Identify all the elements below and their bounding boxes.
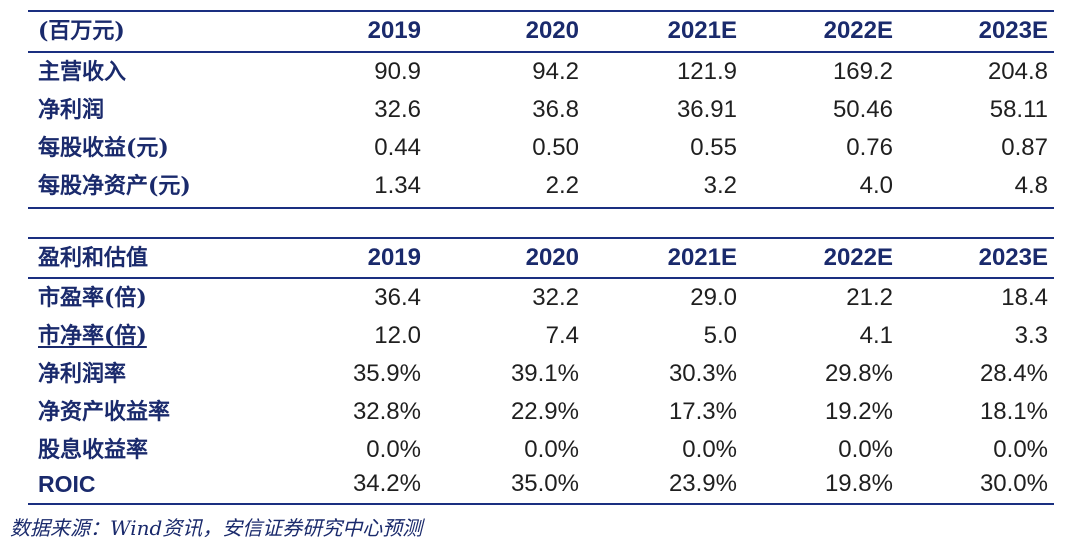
table-cell: 58.11 bbox=[989, 96, 1048, 123]
table-cell: 0.0% bbox=[838, 436, 893, 463]
row-label: 净利润率 bbox=[38, 361, 127, 387]
header-rule bbox=[28, 277, 1054, 279]
table-cell: 0.0% bbox=[366, 436, 421, 463]
table-cell: 30.3% bbox=[668, 360, 737, 387]
table-row: 净利润率 35.9% 39.1% 30.3% 29.8% 28.4% bbox=[28, 355, 1054, 393]
table-cell: 0.55 bbox=[690, 134, 737, 161]
table-cell: 35.0% bbox=[510, 470, 579, 497]
table-cell: 23.9% bbox=[668, 470, 737, 497]
year-header-2021e: 2021E bbox=[667, 244, 737, 271]
table-cell: 22.9% bbox=[510, 398, 579, 425]
table-row: ROIC 34.2% 35.0% 23.9% 19.8% 30.0% bbox=[28, 465, 1054, 503]
table-cell: 4.8 bbox=[1014, 172, 1048, 199]
valuation-header-label: 盈利和估值 bbox=[38, 245, 149, 271]
row-label: 股息收益率 bbox=[38, 437, 149, 463]
table-row: 市盈率(倍) 36.4 32.2 29.0 21.2 18.4 bbox=[28, 279, 1054, 317]
row-label: 市盈率(倍) bbox=[38, 285, 147, 311]
header-rule bbox=[28, 51, 1054, 53]
table-cell: 0.0% bbox=[524, 436, 579, 463]
table-row: 每股净资产(元) 1.34 2.2 3.2 4.0 4.8 bbox=[28, 167, 1054, 205]
table-cell: 35.9% bbox=[352, 360, 421, 387]
row-label: 净资产收益率 bbox=[38, 399, 171, 425]
valuation-header-row: 盈利和估值 2019 2020 2021E 2022E 2023E bbox=[28, 239, 1054, 277]
table-row: 净资产收益率 32.8% 22.9% 17.3% 19.2% 18.1% bbox=[28, 393, 1054, 431]
table-cell: 0.44 bbox=[374, 134, 421, 161]
table-cell: 0.0% bbox=[682, 436, 737, 463]
table-row: 净利润 32.6 36.8 36.91 50.46 58.11 bbox=[28, 91, 1054, 129]
table-cell: 0.50 bbox=[532, 134, 579, 161]
table-row: 股息收益率 0.0% 0.0% 0.0% 0.0% 0.0% bbox=[28, 431, 1054, 469]
year-header-2020: 2020 bbox=[525, 17, 579, 44]
table-cell: 1.34 bbox=[374, 172, 421, 199]
table-cell: 29.8% bbox=[824, 360, 893, 387]
year-header-2023e: 2023E bbox=[978, 244, 1048, 271]
table-cell: 0.87 bbox=[1001, 134, 1048, 161]
table-cell: 39.1% bbox=[510, 360, 579, 387]
year-header-2020: 2020 bbox=[525, 244, 579, 271]
table-cell: 36.91 bbox=[676, 96, 737, 123]
table-cell: 32.6 bbox=[374, 96, 421, 123]
table-cell: 4.1 bbox=[859, 322, 893, 349]
table-cell: 90.9 bbox=[374, 58, 421, 85]
table-cell: 121.9 bbox=[676, 58, 737, 85]
financial-header-row: (百万元) 2019 2020 2021E 2022E 2023E bbox=[28, 12, 1054, 50]
table-cell: 5.0 bbox=[703, 322, 737, 349]
year-header-2021e: 2021E bbox=[667, 17, 737, 44]
table-cell: 7.4 bbox=[545, 322, 579, 349]
table-cell: 94.2 bbox=[532, 58, 579, 85]
table-cell: 12.0 bbox=[374, 322, 421, 349]
table-cell: 4.0 bbox=[859, 172, 893, 199]
table-row: 每股收益(元) 0.44 0.50 0.55 0.76 0.87 bbox=[28, 129, 1054, 167]
table-cell: 3.2 bbox=[703, 172, 737, 199]
table-cell: 18.1% bbox=[979, 398, 1048, 425]
table-cell: 19.8% bbox=[824, 470, 893, 497]
row-label: 每股收益(元) bbox=[38, 135, 169, 161]
source-footnote: 数据来源：Wind资讯，安信证券研究中心预测 bbox=[10, 516, 423, 540]
year-header-2019: 2019 bbox=[367, 244, 421, 271]
row-label: 每股净资产(元) bbox=[38, 173, 191, 199]
table-cell: 21.2 bbox=[846, 284, 893, 311]
table-cell: 28.4% bbox=[979, 360, 1048, 387]
table-cell: 30.0% bbox=[979, 470, 1048, 497]
table-cell: 32.2 bbox=[532, 284, 579, 311]
row-label: 净利润 bbox=[38, 97, 105, 123]
table-cell: 17.3% bbox=[668, 398, 737, 425]
year-header-2019: 2019 bbox=[367, 17, 421, 44]
table-cell: 2.2 bbox=[545, 172, 579, 199]
table-cell: 19.2% bbox=[824, 398, 893, 425]
row-label: 市净率(倍) bbox=[38, 323, 147, 349]
table-row: 市净率(倍) 12.0 7.4 5.0 4.1 3.3 bbox=[28, 317, 1054, 355]
table-cell: 32.8% bbox=[352, 398, 421, 425]
top-rule bbox=[28, 237, 1054, 239]
table-cell: 18.4 bbox=[1001, 284, 1048, 311]
table-cell: 0.0% bbox=[993, 436, 1048, 463]
year-header-2022e: 2022E bbox=[823, 244, 893, 271]
year-header-2023e: 2023E bbox=[978, 17, 1048, 44]
top-rule bbox=[28, 10, 1054, 12]
table-cell: 29.0 bbox=[690, 284, 737, 311]
bottom-rule bbox=[28, 207, 1054, 209]
financial-header-label: (百万元) bbox=[38, 18, 125, 44]
year-header-2022e: 2022E bbox=[823, 17, 893, 44]
row-label: ROIC bbox=[38, 471, 96, 497]
row-label: 主营收入 bbox=[38, 59, 127, 85]
table-cell: 0.76 bbox=[846, 134, 893, 161]
table-row: 主营收入 90.9 94.2 121.9 169.2 204.8 bbox=[28, 53, 1054, 91]
table-cell: 50.46 bbox=[832, 96, 893, 123]
bottom-rule bbox=[28, 503, 1054, 505]
table-cell: 3.3 bbox=[1014, 322, 1048, 349]
table-cell: 34.2% bbox=[352, 470, 421, 497]
table-cell: 36.8 bbox=[532, 96, 579, 123]
table-cell: 169.2 bbox=[832, 58, 893, 85]
table-cell: 36.4 bbox=[374, 284, 421, 311]
table-cell: 204.8 bbox=[987, 58, 1048, 85]
